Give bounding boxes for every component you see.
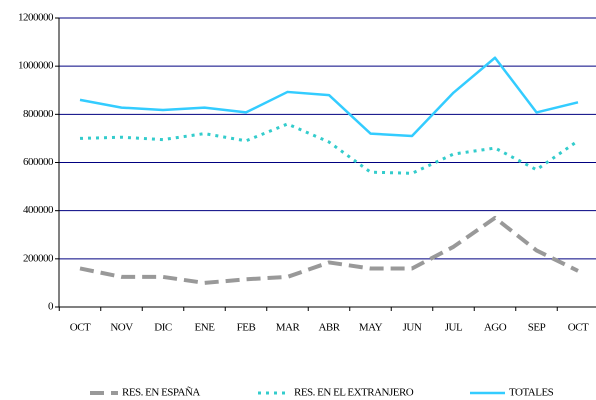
x-tick-label: MAR (276, 322, 301, 334)
x-tick-label: FEB (237, 322, 256, 334)
legend-label: TOTALES (509, 387, 554, 399)
x-tick-label: NOV (110, 322, 133, 334)
legend-label: RES. EN ESPAÑA (122, 387, 200, 399)
series-line (79, 215, 579, 285)
x-tick-label: JUL (445, 322, 463, 334)
x-tick-label: AGO (484, 322, 507, 334)
series-line (79, 56, 579, 138)
x-tick-label: ENE (195, 322, 216, 334)
x-tick-label: SEP (528, 322, 546, 334)
series-line (79, 122, 579, 175)
y-tick-label: 400000 (23, 204, 54, 216)
y-tick-label: 600000 (23, 156, 54, 168)
x-tick-label: OCT (70, 322, 91, 334)
x-tick-label: OCT (568, 322, 589, 334)
x-tick-label: JUN (403, 322, 422, 334)
x-tick-label: MAY (359, 322, 383, 334)
y-tick-label: 800000 (23, 108, 54, 120)
y-tick-label: 1000000 (18, 60, 54, 72)
y-tick-label: 1200000 (18, 12, 54, 24)
y-tick-label: 200000 (23, 252, 54, 264)
x-tick-label: DIC (154, 322, 172, 334)
legend-label: RES. EN EL EXTRANJERO (294, 387, 414, 399)
x-tick-label: ABR (318, 322, 340, 334)
y-tick-label: 0 (48, 301, 54, 313)
